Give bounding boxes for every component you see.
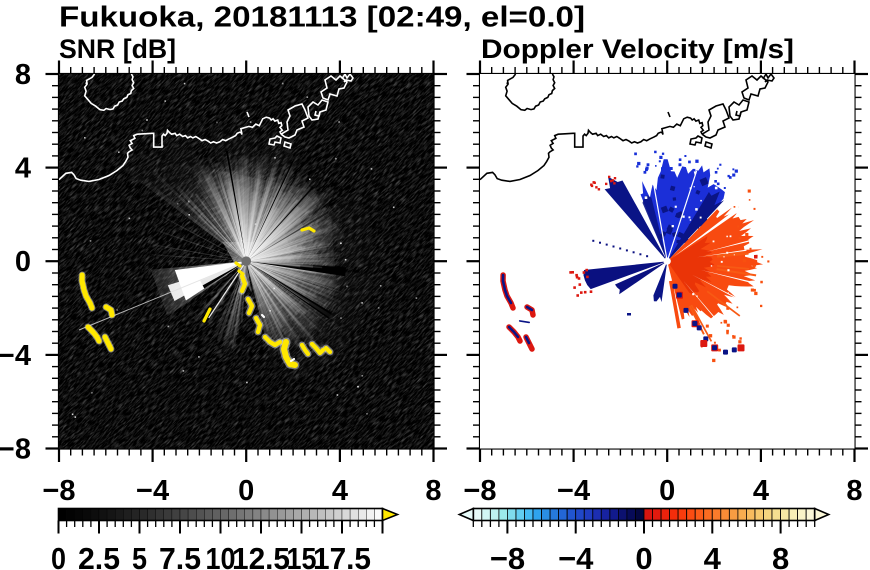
svg-text:−8: −8 xyxy=(463,475,496,507)
svg-text:0: 0 xyxy=(659,475,675,507)
svg-text:4: 4 xyxy=(15,153,31,185)
svg-text:4: 4 xyxy=(332,475,348,507)
svg-text:4: 4 xyxy=(704,541,722,570)
svg-text:17.5: 17.5 xyxy=(313,541,371,570)
svg-text:−4: −4 xyxy=(136,475,169,507)
svg-text:−8: −8 xyxy=(0,434,31,466)
svg-text:Fukuoka, 20181113 [02:49, el=0: Fukuoka, 20181113 [02:49, el=0.0] xyxy=(59,2,585,34)
svg-text:8: 8 xyxy=(15,59,31,91)
svg-text:15: 15 xyxy=(287,541,317,570)
svg-text:12.5: 12.5 xyxy=(232,541,290,570)
svg-text:5: 5 xyxy=(132,541,147,570)
svg-text:8: 8 xyxy=(425,475,441,507)
svg-text:−4: −4 xyxy=(558,541,594,570)
svg-text:SNR [dB]: SNR [dB] xyxy=(59,34,176,64)
svg-text:0: 0 xyxy=(238,475,254,507)
svg-text:10: 10 xyxy=(206,541,236,570)
svg-text:−4: −4 xyxy=(0,340,31,372)
svg-text:8: 8 xyxy=(772,541,789,570)
svg-text:0: 0 xyxy=(15,246,31,278)
svg-text:2.5: 2.5 xyxy=(78,541,120,570)
svg-text:0: 0 xyxy=(51,541,66,570)
svg-text:Doppler Velocity [m/s]: Doppler Velocity [m/s] xyxy=(481,34,794,64)
svg-text:−4: −4 xyxy=(557,475,590,507)
svg-text:7.5: 7.5 xyxy=(159,541,201,570)
svg-text:−8: −8 xyxy=(490,541,525,570)
svg-text:4: 4 xyxy=(753,475,769,507)
svg-text:−8: −8 xyxy=(42,475,75,507)
svg-text:8: 8 xyxy=(846,475,862,507)
svg-text:0: 0 xyxy=(635,541,652,570)
